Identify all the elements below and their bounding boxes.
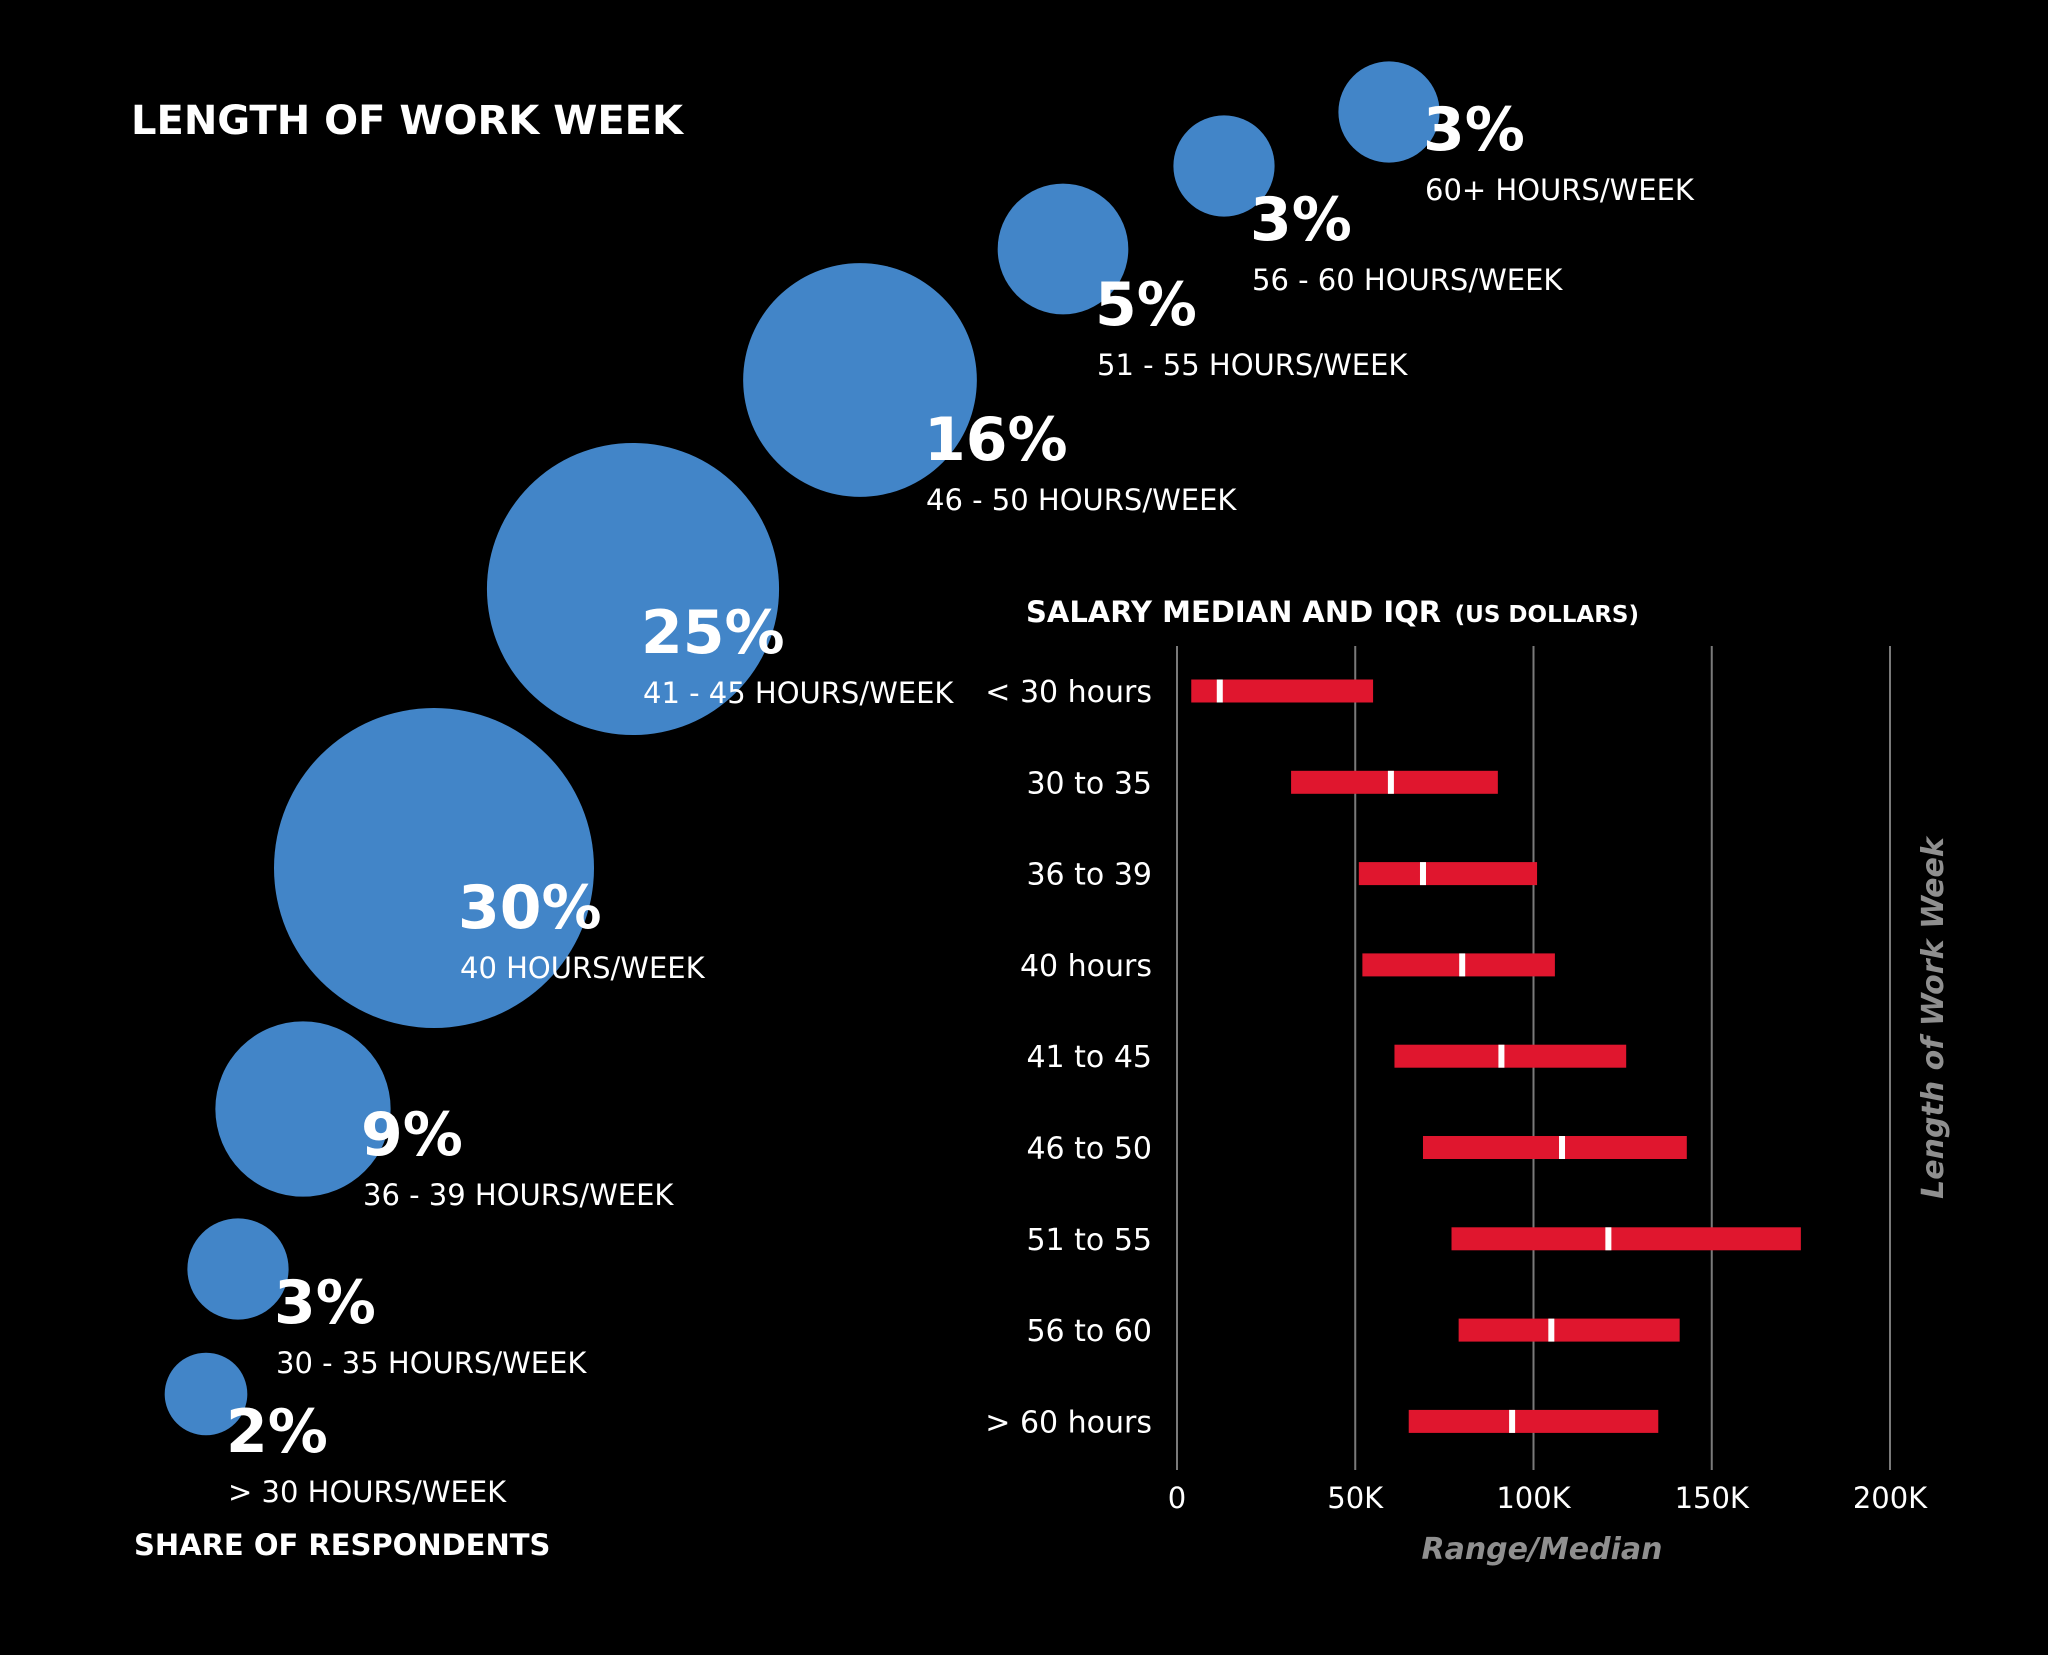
bubble	[187, 1218, 289, 1320]
bubble	[274, 708, 594, 1028]
bubble-category-label: 51 - 55 HOURS/WEEK	[1097, 348, 1408, 382]
bubble-chart-title: LENGTH OF WORK WEEK	[131, 98, 685, 144]
bubble-chart: 2% > 30 HOURS/WEEK 3% 30 - 35 HOURS/WEEK 9% 3…	[164, 61, 1695, 1509]
median-marker	[1498, 1044, 1505, 1068]
median-marker	[1509, 1409, 1516, 1433]
bubble-category-label: 40 HOURS/WEEK	[460, 951, 706, 985]
iqr-chart-ylabel: Length of Work Week	[1916, 835, 1951, 1199]
bubble-category-label: 30 - 35 HOURS/WEEK	[276, 1346, 587, 1380]
x-tick-label: 0	[1168, 1481, 1186, 1515]
bubble-category-label: 41 - 45 HOURS/WEEK	[643, 676, 954, 710]
bubble-value-label: 3%	[274, 1268, 376, 1338]
bubble-value-label: 16%	[924, 405, 1068, 475]
category-label: < 30 hours	[985, 675, 1152, 710]
median-marker	[1548, 1318, 1555, 1342]
iqr-bar	[1358, 862, 1538, 886]
category-label: 56 to 60	[1026, 1314, 1152, 1349]
category-label: > 60 hours	[985, 1405, 1152, 1440]
iqr-bar	[1291, 770, 1498, 794]
category-label: 41 to 45	[1026, 1040, 1152, 1075]
bubble	[164, 1352, 248, 1436]
median-marker	[1387, 770, 1394, 794]
median-marker	[1559, 1136, 1566, 1159]
iqr-chart-xlabel: Range/Median	[1421, 1532, 1662, 1567]
iqr-bar	[1451, 1227, 1801, 1251]
iqr-chart-title: SALARY MEDIAN AND IQR (US DOLLARS)	[1026, 595, 1639, 629]
bubble-category-label: 56 - 60 HOURS/WEEK	[1252, 263, 1563, 297]
x-tick-label: 50K	[1327, 1481, 1384, 1515]
bubble-category-label: > 30 HOURS/WEEK	[228, 1475, 507, 1509]
category-label: 36 to 39	[1026, 858, 1152, 893]
iqr-bar	[1394, 1044, 1627, 1068]
bubble-chart-footer: SHARE OF RESPONDENTS	[134, 1528, 550, 1562]
category-label: 51 to 55	[1026, 1223, 1152, 1258]
iqr-bar	[1408, 1409, 1659, 1433]
x-tick-label: 100K	[1496, 1481, 1571, 1515]
x-tick-label: 200K	[1853, 1481, 1928, 1515]
bubble-value-label: 25%	[641, 598, 785, 668]
category-label: 40 hours	[1020, 949, 1152, 984]
bubble-value-label: 2%	[226, 1397, 328, 1467]
bubble-value-label: 9%	[361, 1100, 463, 1170]
iqr-bar	[1458, 1318, 1680, 1342]
bubble	[743, 263, 977, 497]
category-label: 46 to 50	[1026, 1132, 1152, 1167]
iqr-chart-title-main: SALARY MEDIAN AND IQR	[1026, 595, 1441, 629]
median-marker	[1605, 1227, 1612, 1251]
iqr-bar	[1191, 679, 1374, 703]
bubble-value-label: 3%	[1423, 95, 1525, 165]
iqr-chart-title-sub: (US DOLLARS)	[1455, 602, 1639, 628]
bubble-value-label: 5%	[1095, 270, 1197, 340]
median-marker	[1459, 953, 1466, 977]
bubble	[997, 183, 1129, 315]
bubble	[1173, 115, 1275, 217]
iqr-chart: 0 50K 100K 150K 200K < 30 hours 30 to 35 36 to …	[985, 646, 1928, 1515]
bubble-category-label: 46 - 50 HOURS/WEEK	[926, 483, 1237, 517]
bubble-category-label: 60+ HOURS/WEEK	[1425, 173, 1695, 207]
bubble-value-label: 30%	[458, 873, 602, 943]
iqr-bar	[1362, 953, 1555, 977]
bubble-value-label: 3%	[1250, 185, 1352, 255]
bubble-category-label: 36 - 39 HOURS/WEEK	[363, 1178, 674, 1212]
bubble	[215, 1021, 391, 1197]
bubble	[486, 442, 780, 736]
bubble	[1338, 61, 1440, 163]
median-marker	[1216, 679, 1223, 703]
category-label: 30 to 35	[1026, 766, 1152, 801]
median-marker	[1419, 862, 1426, 886]
iqr-bar	[1422, 1136, 1687, 1159]
x-tick-label: 150K	[1675, 1481, 1750, 1515]
